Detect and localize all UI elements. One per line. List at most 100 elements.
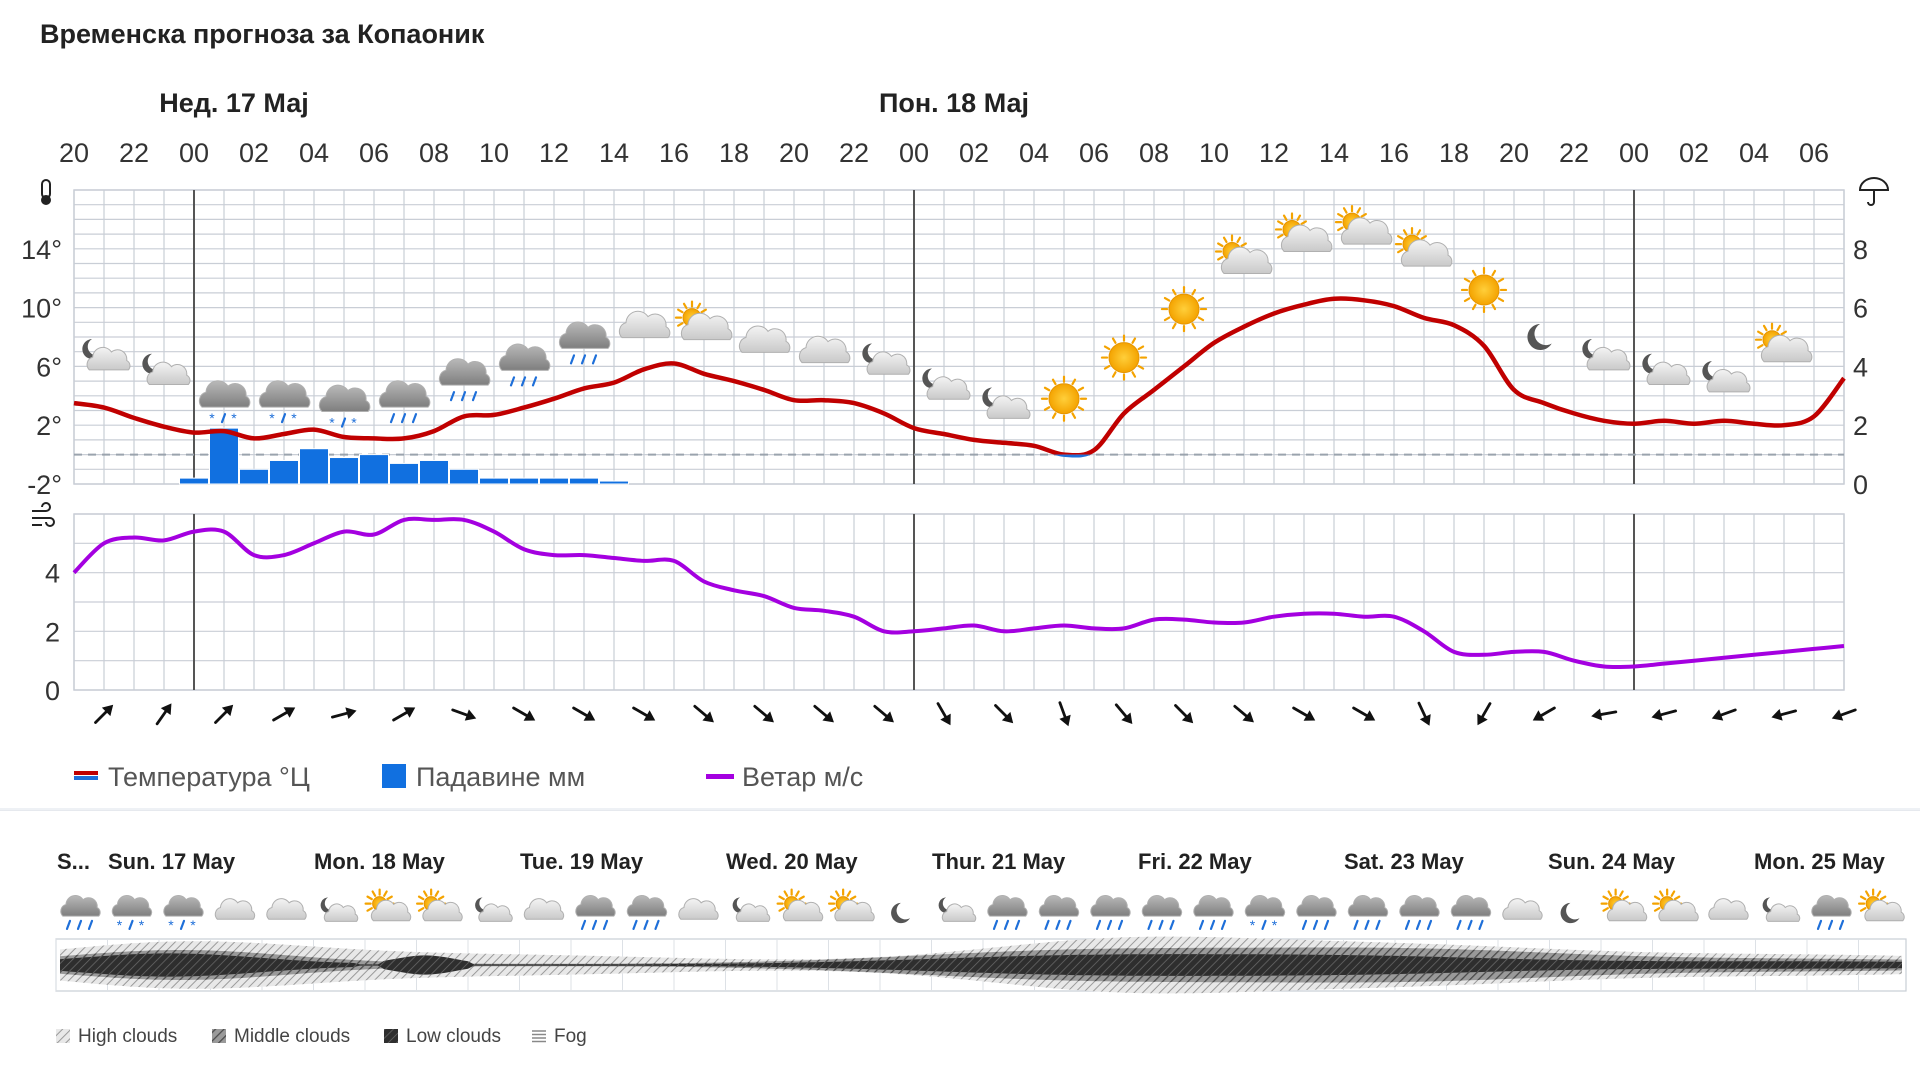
- legend-swatch: [706, 774, 734, 779]
- legend-item: Температура °Ц: [74, 762, 310, 792]
- cloudy-night-icon: [982, 387, 1031, 419]
- svg-text:*: *: [1250, 917, 1256, 933]
- temp-tick-label: 10°: [21, 294, 62, 324]
- cloudy-night-icon: [732, 897, 771, 922]
- cloud-rain-icon: [987, 895, 1028, 931]
- precip-bar: [209, 427, 239, 485]
- cloudy-icon: [798, 335, 851, 364]
- meteogram-day-label: Fri. 22 May: [1138, 849, 1252, 874]
- cloud-rain-icon: [1038, 895, 1080, 931]
- precip-bar: [509, 477, 539, 485]
- hour-label: 18: [1439, 138, 1469, 168]
- partly-sunny-icon: [1652, 888, 1699, 922]
- moon-icon: [1560, 902, 1580, 924]
- cloudy-night-icon: [1582, 339, 1631, 371]
- cloudy-night-icon: [1762, 897, 1801, 922]
- hour-label: 22: [1559, 138, 1589, 168]
- cloudy-icon: [1708, 898, 1749, 920]
- page-title: Временска прогноза за Копаоник: [40, 19, 485, 49]
- cloud-rain-icon: [438, 358, 491, 402]
- partly-sunny-icon: [364, 888, 412, 922]
- wind-tick-label: 0: [45, 676, 60, 706]
- umbrella-icon: [1858, 177, 1890, 206]
- temp-tick-label: -2°: [27, 470, 62, 500]
- forecast-chart: Временска прогноза за Копаоник Нед. 17 М…: [21, 19, 1890, 792]
- meteogram-legend-label: Middle clouds: [234, 1026, 350, 1047]
- wind-arrow-icon: [1651, 708, 1677, 721]
- thermometer-icon: [41, 179, 51, 205]
- sun-icon: [1100, 334, 1148, 381]
- wind-arrow-icon: [753, 704, 774, 723]
- svg-text:*: *: [1272, 917, 1278, 933]
- high-clouds-icon: [56, 1029, 70, 1043]
- hour-label: 18: [719, 138, 749, 168]
- cloud-rain-icon: [498, 343, 551, 387]
- meteogram-legend-label: Fog: [554, 1026, 587, 1047]
- legend-swatch: [74, 776, 98, 780]
- wind-arrow-icon: [214, 704, 234, 724]
- hour-label: 12: [539, 138, 569, 168]
- legend-swatch: [74, 771, 98, 775]
- cloud-snow-icon: * *: [318, 384, 371, 431]
- partly-sunny-icon: [1754, 322, 1813, 363]
- legend-label: Ветар м/с: [742, 762, 863, 792]
- cloud-rain-icon: [1090, 895, 1131, 931]
- cloudy-icon: [214, 898, 256, 920]
- wind-arrow-icon: [1591, 708, 1618, 721]
- meteogram-day-label: Sat. 23 May: [1344, 849, 1465, 874]
- svg-text:*: *: [117, 917, 123, 933]
- wind-arrow-icon: [1352, 706, 1376, 721]
- wind-tick-label: 4: [45, 559, 60, 589]
- cloudy-night-icon: [922, 368, 971, 400]
- cloudy-icon: [266, 898, 307, 920]
- wind-arrow-icon: [512, 706, 536, 721]
- cloudy-icon: [738, 325, 791, 353]
- sun-icon: [1460, 266, 1508, 314]
- low-clouds-icon: [384, 1029, 398, 1043]
- hour-label: 16: [1379, 138, 1409, 168]
- hour-label: 02: [239, 138, 269, 168]
- wind-arrow-icon: [632, 706, 656, 721]
- cloud-snow-icon: * *: [163, 895, 204, 933]
- cloudy-icon: [523, 898, 565, 920]
- hour-label: 14: [599, 138, 629, 168]
- precip-bar: [389, 462, 419, 485]
- precip-tick-label: 2: [1853, 411, 1868, 441]
- svg-text:*: *: [329, 415, 335, 431]
- wind-arrow-icon: [451, 708, 477, 721]
- precip-bar: [179, 477, 209, 485]
- cloud-rain-icon: [1193, 895, 1234, 931]
- partly-sunny-icon: [776, 888, 824, 922]
- wind-arrow-icon: [1477, 702, 1492, 726]
- hour-label: 04: [1019, 138, 1049, 168]
- cloudy-night-icon: [1702, 361, 1751, 393]
- meteogram-panel: S... Sun. 17 May Mon. 18 May Tue. 19 May Wed…: [0, 810, 1920, 1081]
- partly-sunny-icon: [1214, 234, 1273, 274]
- hour-label: 04: [299, 138, 329, 168]
- cloudy-icon: [1502, 898, 1543, 920]
- wind-arrow-icon: [1417, 701, 1431, 726]
- meteogram-legend-label: High clouds: [78, 1026, 177, 1047]
- precip-bar: [269, 459, 299, 485]
- cloudy-night-icon: [862, 343, 911, 375]
- legend-label: Температура °Ц: [108, 762, 310, 792]
- hour-label: 06: [1079, 138, 1109, 168]
- wind-arrow-icon: [1233, 704, 1254, 723]
- hour-label: 12: [1259, 138, 1289, 168]
- moon-icon: [1527, 324, 1552, 350]
- cloud-rain-icon: [1450, 895, 1492, 931]
- svg-text:*: *: [139, 917, 145, 933]
- legend-swatch: [382, 764, 406, 788]
- precip-bar: [359, 454, 389, 485]
- wind-arrow-icon: [392, 707, 416, 722]
- cloud-snow-icon: * *: [1244, 895, 1286, 933]
- precip-bar: [599, 480, 629, 485]
- cloudy-night-icon: [142, 353, 191, 386]
- meteogram-day-label: S...: [57, 849, 90, 874]
- day-header-1: Пон. 18 Мај: [879, 88, 1029, 118]
- temp-tick-label: 14°: [21, 235, 62, 265]
- wind-arrow-icon: [1831, 708, 1857, 721]
- low-clouds-band: [60, 953, 1902, 977]
- wind-tick-label: 2: [45, 617, 60, 647]
- svg-text:*: *: [269, 410, 275, 426]
